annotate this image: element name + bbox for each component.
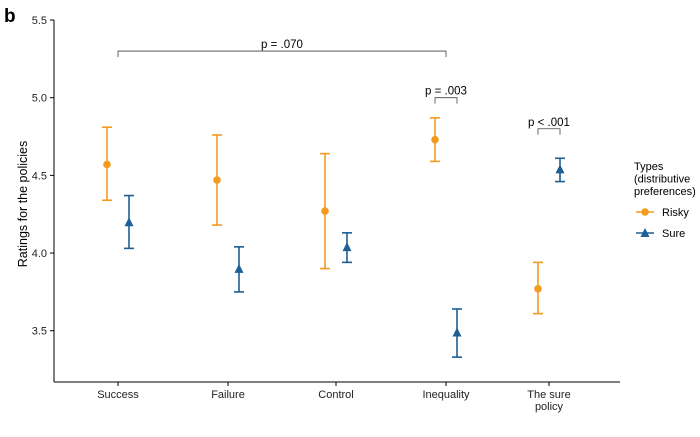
axes: 3.5 4.0 4.5 5.0 5.5 Ratings for the policies S…: [16, 15, 620, 413]
y-tick-label: 4.5: [32, 170, 47, 182]
y-tick-label: 5.0: [32, 93, 47, 105]
point-risky: [103, 160, 111, 169]
panel-label: b: [4, 6, 16, 27]
x-tick-label: Success: [97, 389, 139, 401]
significance-label: p = .070: [261, 39, 303, 51]
x-tick-label-line: Control: [318, 389, 353, 401]
point-sure: [452, 327, 462, 337]
point-risky: [431, 135, 439, 144]
x-tick-label: The sure policy: [527, 389, 570, 413]
x-tick-label-line: policy: [535, 401, 564, 413]
point-risky: [534, 284, 542, 293]
y-axis-title: Ratings for the policies: [16, 141, 30, 267]
significance-label: p = .003: [425, 86, 467, 98]
point-risky: [321, 207, 329, 215]
legend-title: preferences): [634, 186, 696, 198]
legend-marker-risky: [641, 208, 649, 216]
legend-title: Types: [634, 161, 664, 173]
significance-bracket: [434, 97, 458, 104]
x-tick-label: Control: [318, 389, 353, 401]
chart-marks: [102, 117, 565, 358]
x-tick-label-line: Failure: [211, 389, 245, 401]
y-tick-label: 4.0: [32, 248, 47, 260]
significance-bracket: [537, 128, 561, 135]
legend-marker-sure: [640, 228, 650, 237]
point-risky: [213, 176, 221, 184]
significance-bracket: [117, 50, 447, 58]
significance-annotations: p = .070 p = .003 p < .001: [117, 39, 570, 135]
point-sure: [555, 164, 565, 174]
legend-label-risky: Risky: [662, 207, 689, 219]
x-tick-label-line: Success: [97, 389, 139, 401]
x-tick-label-line: Inequality: [422, 389, 470, 401]
point-sure: [234, 263, 244, 273]
significance-label: p < .001: [528, 117, 570, 129]
y-tick-label: 5.5: [32, 15, 47, 27]
legend-label-sure: Sure: [662, 228, 685, 240]
x-tick-label: Inequality: [422, 389, 470, 401]
x-tick-label-line: The sure: [527, 389, 570, 401]
x-tick-label: Failure: [211, 389, 245, 401]
point-sure: [124, 217, 134, 227]
point-sure: [342, 242, 352, 252]
legend-title: (distributive: [634, 174, 690, 186]
y-tick-label: 3.5: [32, 326, 47, 338]
